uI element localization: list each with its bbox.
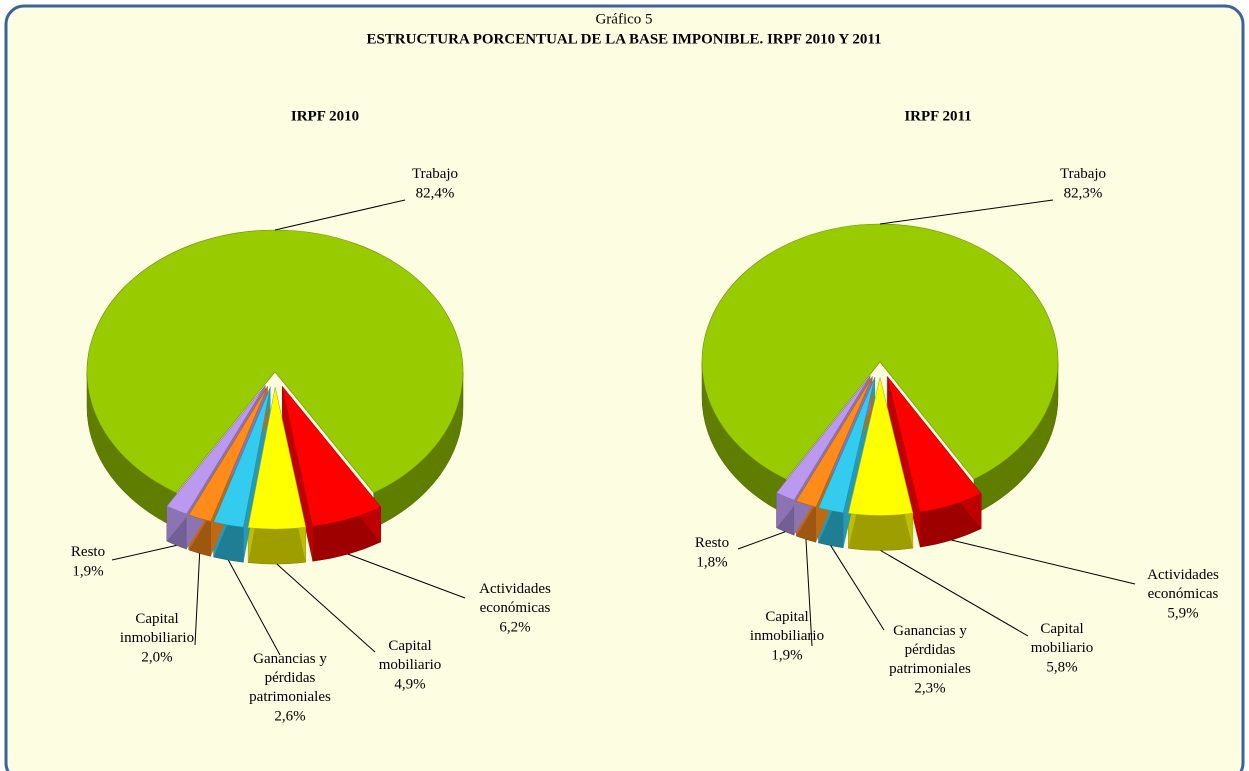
slice-label-line: Capital	[388, 638, 431, 654]
pie-slice	[847, 377, 914, 516]
slice-label-line: pérdidas	[905, 642, 956, 658]
slice-label-line: Ganancias y	[253, 651, 327, 667]
slice-label: Capital mobiliario	[379, 638, 442, 673]
slice-label: Capital inmobiliario	[750, 609, 824, 644]
leader-line	[347, 553, 466, 599]
leader-line	[227, 559, 281, 656]
pie-slice	[247, 387, 307, 530]
pie-slice-wall	[887, 376, 921, 548]
slice-label: Resto	[71, 544, 105, 560]
slice-label-line: Resto	[695, 535, 729, 551]
slice-label: Actividades económicas	[1147, 567, 1219, 602]
pie-title: IRPF 2011	[904, 108, 971, 124]
leader-line	[111, 544, 177, 561]
slice-label-line: Capital	[765, 609, 808, 625]
slice-label-line: mobiliario	[1031, 640, 1094, 656]
pie-slice-side	[247, 526, 307, 565]
slice-value-label: 5,9%	[1167, 605, 1198, 621]
slice-value-label: 82,4%	[416, 185, 455, 201]
slice-label: Capital inmobiliario	[120, 611, 194, 646]
pie-slice-wall	[282, 386, 313, 562]
slice-value-label: 2,6%	[274, 708, 305, 724]
slice-label-line: Ganancias y	[893, 623, 967, 639]
slice-value-label: 1,9%	[72, 563, 103, 579]
leader-line	[879, 199, 1054, 225]
pie-slice	[775, 375, 871, 501]
pie-slice	[188, 385, 269, 522]
slice-label: Trabajo	[1060, 166, 1106, 182]
slice-label-line: mobiliario	[379, 657, 442, 673]
pie-slice	[795, 376, 873, 508]
slice-label-line: Trabajo	[412, 166, 458, 182]
pie-slice	[886, 376, 982, 513]
slice-value-label: 6,2%	[499, 619, 530, 635]
leader-line	[194, 553, 201, 646]
slice-label-line: Actividades	[1147, 567, 1219, 583]
slice-label-line: económicas	[480, 600, 551, 616]
slice-label-line: inmobiliario	[120, 630, 194, 646]
pie-slice	[213, 386, 271, 528]
slice-label-line: pérdidas	[265, 670, 316, 686]
pie-slice	[701, 223, 1059, 480]
chart-label: Gráfico 5	[595, 11, 652, 27]
leader-line	[274, 199, 406, 231]
slice-value-label: 82,3%	[1064, 185, 1103, 201]
slice-label-line: Capital	[135, 611, 178, 627]
leader-line	[830, 545, 885, 631]
leader-line	[951, 539, 1136, 585]
slice-label-line: patrimoniales	[889, 661, 971, 677]
leader-line	[737, 531, 786, 550]
slice-label: Ganancias y pérdidas patrimoniales	[889, 623, 971, 677]
leader-line	[276, 563, 376, 653]
slice-value-label: 5,8%	[1046, 659, 1077, 675]
pie-slice	[166, 385, 266, 515]
slice-value-label: 4,9%	[394, 676, 425, 692]
slice-value-label: 2,3%	[914, 680, 945, 696]
pie-slice-side	[848, 512, 914, 551]
slice-label-line: Capital	[1040, 621, 1083, 637]
chart-title: ESTRUCTURA PORCENTUAL DE LA BASE IMPONIB…	[366, 31, 881, 47]
slice-value-label: 1,8%	[696, 554, 727, 570]
slice-label-line: económicas	[1148, 586, 1219, 602]
slice-label-line: Resto	[71, 544, 105, 560]
slice-label: Resto	[695, 535, 729, 551]
slice-label-line: Trabajo	[1060, 166, 1106, 182]
slice-value-label: 1,9%	[771, 647, 802, 663]
pie-slice	[818, 376, 876, 514]
slice-label: Trabajo	[412, 166, 458, 182]
slice-label: Ganancias y pérdidas patrimoniales	[249, 651, 331, 705]
pie	[86, 229, 464, 565]
slice-value-label: 2,0%	[141, 649, 172, 665]
leader-line	[880, 550, 1029, 637]
leader-line	[805, 539, 813, 647]
pie-slice	[281, 385, 382, 527]
slice-label-line: inmobiliario	[750, 628, 824, 644]
pie-title: IRPF 2010	[291, 108, 359, 124]
pie	[701, 223, 1059, 551]
slice-label-line: Actividades	[479, 581, 551, 597]
slice-label: Actividades económicas	[479, 581, 551, 616]
slice-label: Capital mobiliario	[1031, 621, 1094, 656]
frame	[4, 4, 1245, 771]
slice-label-line: patrimoniales	[249, 689, 331, 705]
